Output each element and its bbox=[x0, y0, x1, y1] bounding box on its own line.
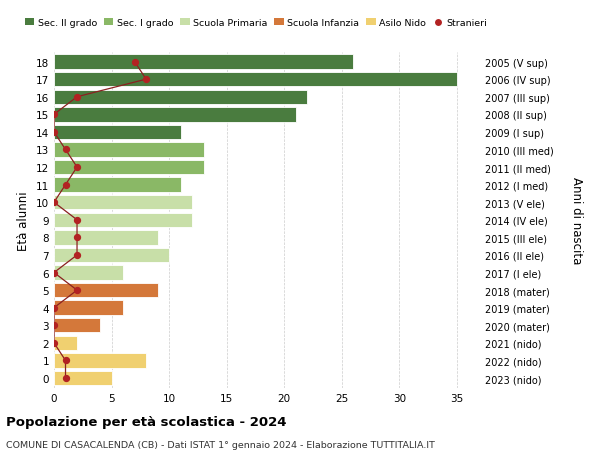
Bar bbox=[54, 266, 123, 280]
Bar bbox=[54, 353, 146, 368]
Point bbox=[142, 76, 151, 84]
Legend: Sec. II grado, Sec. I grado, Scuola Primaria, Scuola Infanzia, Asilo Nido, Stran: Sec. II grado, Sec. I grado, Scuola Prim… bbox=[25, 19, 487, 28]
Y-axis label: Anni di nascita: Anni di nascita bbox=[570, 177, 583, 264]
Bar bbox=[54, 161, 203, 175]
Point bbox=[72, 217, 82, 224]
Point bbox=[49, 112, 59, 119]
Bar bbox=[54, 108, 296, 122]
Bar bbox=[54, 283, 158, 298]
Bar bbox=[54, 301, 123, 315]
Point bbox=[49, 340, 59, 347]
Point bbox=[130, 59, 139, 66]
Bar bbox=[54, 371, 112, 386]
Bar bbox=[54, 55, 353, 70]
Bar bbox=[54, 213, 192, 228]
Bar bbox=[54, 248, 169, 263]
Bar bbox=[54, 178, 181, 192]
Point bbox=[72, 234, 82, 241]
Point bbox=[49, 129, 59, 136]
Bar bbox=[54, 336, 77, 350]
Point bbox=[49, 322, 59, 329]
Bar bbox=[54, 90, 307, 105]
Point bbox=[61, 182, 70, 189]
Point bbox=[49, 269, 59, 277]
Point bbox=[61, 375, 70, 382]
Text: Popolazione per età scolastica - 2024: Popolazione per età scolastica - 2024 bbox=[6, 415, 287, 428]
Point bbox=[72, 252, 82, 259]
Point bbox=[72, 94, 82, 101]
Point bbox=[49, 304, 59, 312]
Point bbox=[61, 146, 70, 154]
Point bbox=[72, 164, 82, 171]
Point bbox=[49, 199, 59, 207]
Bar bbox=[54, 73, 457, 87]
Bar bbox=[54, 231, 158, 245]
Text: COMUNE DI CASACALENDA (CB) - Dati ISTAT 1° gennaio 2024 - Elaborazione TUTTITALI: COMUNE DI CASACALENDA (CB) - Dati ISTAT … bbox=[6, 440, 435, 449]
Point bbox=[61, 357, 70, 364]
Bar bbox=[54, 196, 192, 210]
Bar bbox=[54, 319, 100, 333]
Bar bbox=[54, 125, 181, 140]
Bar bbox=[54, 143, 203, 157]
Point bbox=[72, 287, 82, 294]
Y-axis label: Età alunni: Età alunni bbox=[17, 190, 31, 250]
